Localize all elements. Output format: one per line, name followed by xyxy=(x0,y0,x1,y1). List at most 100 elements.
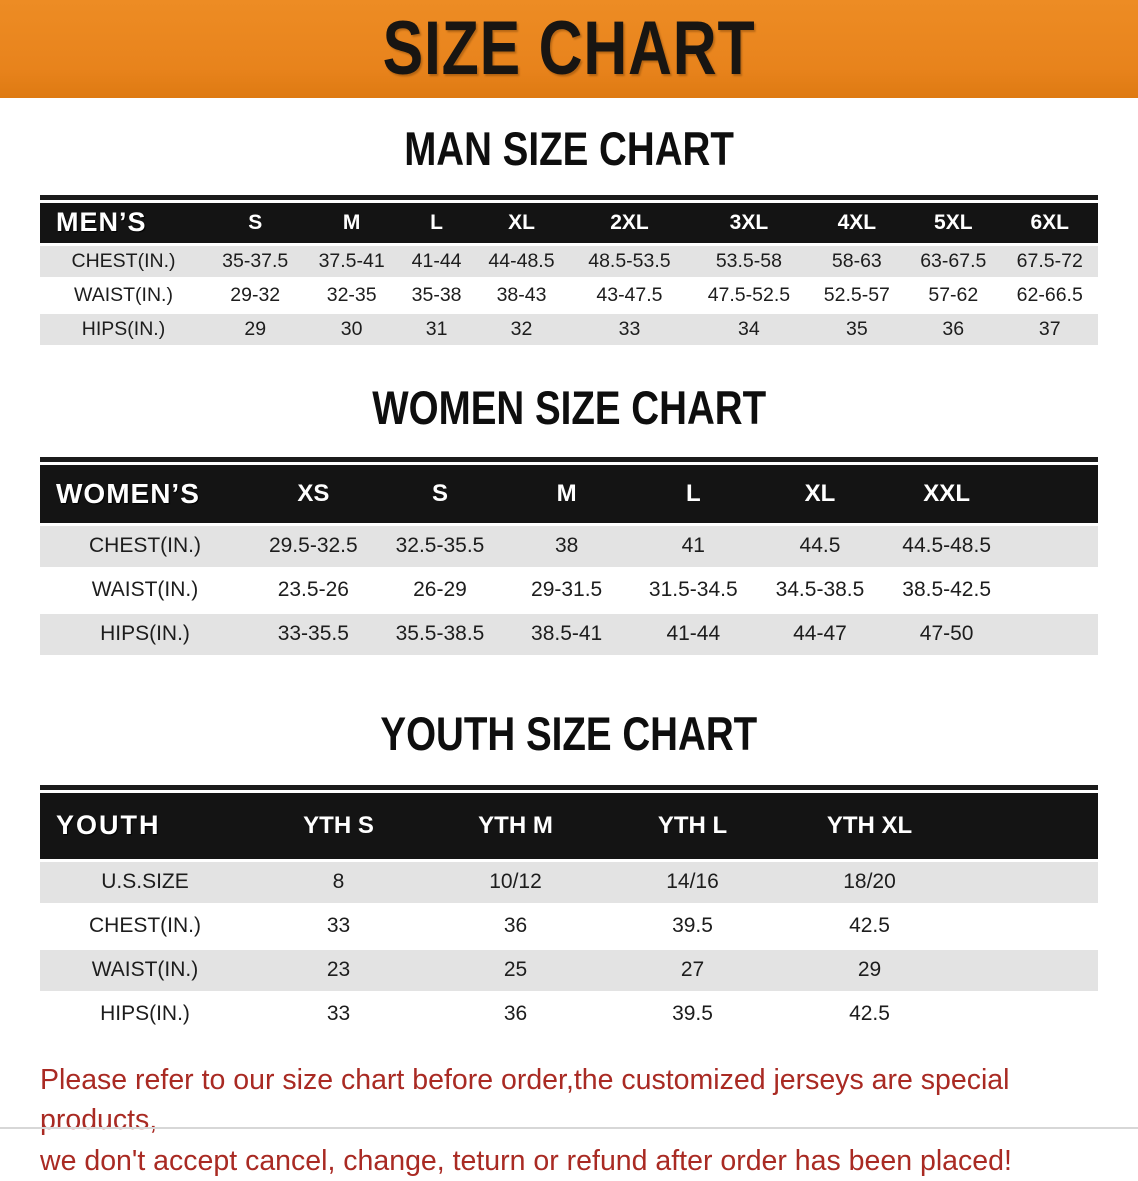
bottom-hairline xyxy=(0,1127,1138,1129)
size-value-cell: 38.5-41 xyxy=(503,613,630,655)
size-value-cell: 26-29 xyxy=(376,569,504,611)
table-corner-label: MEN’S xyxy=(40,202,207,243)
size-value-cell: 14/16 xyxy=(604,861,781,903)
banner-title: SIZE CHART xyxy=(382,6,756,91)
women-section-title-text: WOMEN SIZE CHART xyxy=(372,380,766,434)
size-column-header: S xyxy=(207,202,304,243)
size-value-cell: 58-63 xyxy=(808,245,906,277)
size-value-cell: 35-38 xyxy=(399,279,474,311)
size-column-header: XXL xyxy=(883,464,1010,523)
size-value-cell: 47.5-52.5 xyxy=(689,279,809,311)
row-spacer xyxy=(1010,525,1098,567)
size-value-cell: 39.5 xyxy=(604,993,781,1035)
size-value-cell: 29-32 xyxy=(207,279,304,311)
measurement-label: HIPS(IN.) xyxy=(40,613,250,655)
size-table-body: U.S.SIZE 8 10/12 14/16 18/20 CHEST(IN.) 33 36 39… xyxy=(40,861,1098,1035)
size-value-cell: 36 xyxy=(905,313,1002,345)
size-value-cell: 27 xyxy=(604,949,781,991)
men-size-table-wrap: MEN’S S M L XL 2XL 3XL 4XL 5XL 6XL CHEST(IN.) 35-37… xyxy=(40,194,1098,348)
size-value-cell: 29 xyxy=(781,949,958,991)
men-section-title-text: MAN SIZE CHART xyxy=(404,122,734,175)
size-value-cell: 32-35 xyxy=(303,279,400,311)
measurement-row: WAIST(IN.) 23 25 27 29 xyxy=(40,949,1098,991)
size-column-header: YTH M xyxy=(427,792,604,859)
measurement-row: HIPS(IN.) 33 36 39.5 42.5 xyxy=(40,993,1098,1035)
size-value-cell: 44-48.5 xyxy=(473,245,570,277)
measurement-row: WAIST(IN.) 23.5-26 26-29 29-31.5 31.5-34.5 34… xyxy=(40,569,1098,611)
size-table-head: YOUTH YTH S YTH M YTH L YTH XL xyxy=(40,792,1098,859)
size-value-cell: 37.5-41 xyxy=(303,245,400,277)
row-spacer xyxy=(958,949,1098,991)
size-value-cell: 52.5-57 xyxy=(808,279,906,311)
measurement-label: WAIST(IN.) xyxy=(40,279,207,311)
men-section-title: MAN SIZE CHART xyxy=(0,122,1138,175)
measurement-label: WAIST(IN.) xyxy=(40,949,250,991)
size-value-cell: 43-47.5 xyxy=(569,279,690,311)
disclaimer-line-1: Please refer to our size chart before or… xyxy=(40,1063,1010,1137)
row-spacer xyxy=(1010,613,1098,655)
youth-size-table: YOUTH YTH S YTH M YTH L YTH XL U.S.SIZE 8 10/12… xyxy=(40,790,1098,1038)
size-value-cell: 29 xyxy=(207,313,304,345)
row-spacer xyxy=(958,993,1098,1035)
size-value-cell: 32.5-35.5 xyxy=(376,525,504,567)
size-column-header: 4XL xyxy=(808,202,906,243)
size-value-cell: 29.5-32.5 xyxy=(250,525,377,567)
header-spacer xyxy=(958,792,1098,859)
measurement-row: U.S.SIZE 8 10/12 14/16 18/20 xyxy=(40,861,1098,903)
size-column-header: YTH L xyxy=(604,792,781,859)
size-value-cell: 30 xyxy=(303,313,400,345)
size-header-row: MEN’S S M L XL 2XL 3XL 4XL 5XL 6XL xyxy=(40,202,1098,243)
size-column-header: S xyxy=(376,464,504,523)
size-value-cell: 41-44 xyxy=(399,245,474,277)
table-corner-label: WOMEN’S xyxy=(40,464,250,523)
disclaimer-line-2: we don't accept cancel, change, teturn o… xyxy=(40,1144,1012,1177)
measurement-label: U.S.SIZE xyxy=(40,861,250,903)
size-value-cell: 38 xyxy=(503,525,630,567)
size-value-cell: 34.5-38.5 xyxy=(756,569,884,611)
size-value-cell: 53.5-58 xyxy=(689,245,809,277)
size-column-header: 3XL xyxy=(689,202,809,243)
measurement-label: WAIST(IN.) xyxy=(40,569,250,611)
size-column-header: YTH S xyxy=(250,792,427,859)
size-value-cell: 33 xyxy=(569,313,690,345)
men-size-table: MEN’S S M L XL 2XL 3XL 4XL 5XL 6XL CHEST(IN.) 35-37… xyxy=(40,200,1098,348)
measurement-row: HIPS(IN.) 29 30 31 32 33 34 35 36 37 xyxy=(40,313,1098,345)
size-value-cell: 23.5-26 xyxy=(250,569,377,611)
size-column-header: YTH XL xyxy=(781,792,958,859)
size-value-cell: 34 xyxy=(689,313,809,345)
measurement-row: CHEST(IN.) 33 36 39.5 42.5 xyxy=(40,905,1098,947)
header-spacer xyxy=(1010,464,1098,523)
size-value-cell: 44.5-48.5 xyxy=(883,525,1010,567)
size-column-header: 6XL xyxy=(1001,202,1098,243)
size-chart-banner: SIZE CHART xyxy=(0,0,1138,98)
size-value-cell: 42.5 xyxy=(781,993,958,1035)
size-value-cell: 36 xyxy=(427,993,604,1035)
size-value-cell: 42.5 xyxy=(781,905,958,947)
size-column-header: M xyxy=(503,464,630,523)
row-spacer xyxy=(958,861,1098,903)
measurement-row: CHEST(IN.) 29.5-32.5 32.5-35.5 38 41 44.5 44.5… xyxy=(40,525,1098,567)
size-value-cell: 35 xyxy=(808,313,906,345)
size-value-cell: 41 xyxy=(629,525,757,567)
size-header-row: WOMEN’S XS S M L XL XXL xyxy=(40,464,1098,523)
size-value-cell: 62-66.5 xyxy=(1001,279,1098,311)
measurement-label: HIPS(IN.) xyxy=(40,993,250,1035)
table-corner-label: YOUTH xyxy=(40,792,250,859)
size-column-header: XS xyxy=(250,464,377,523)
row-spacer xyxy=(958,905,1098,947)
size-value-cell: 67.5-72 xyxy=(1001,245,1098,277)
women-size-table: WOMEN’S XS S M L XL XXL CHEST(IN.) 29.5-32.5 32.5… xyxy=(40,462,1098,658)
size-value-cell: 18/20 xyxy=(781,861,958,903)
size-column-header: XL xyxy=(473,202,570,243)
size-header-row: YOUTH YTH S YTH M YTH L YTH XL xyxy=(40,792,1098,859)
women-size-section: WOMEN SIZE CHART WOMEN’S XS S M L XL XXL CHEST(… xyxy=(0,380,1138,658)
size-value-cell: 36 xyxy=(427,905,604,947)
size-value-cell: 33 xyxy=(250,993,427,1035)
measurement-row: WAIST(IN.) 29-32 32-35 35-38 38-43 43-47.5 47.… xyxy=(40,279,1098,311)
youth-section-title: YOUTH SIZE CHART xyxy=(0,709,1138,759)
women-section-title: WOMEN SIZE CHART xyxy=(0,380,1138,434)
size-value-cell: 25 xyxy=(427,949,604,991)
measurement-row: CHEST(IN.) 35-37.5 37.5-41 41-44 44-48.5 48.5… xyxy=(40,245,1098,277)
size-value-cell: 8 xyxy=(250,861,427,903)
size-value-cell: 37 xyxy=(1001,313,1098,345)
